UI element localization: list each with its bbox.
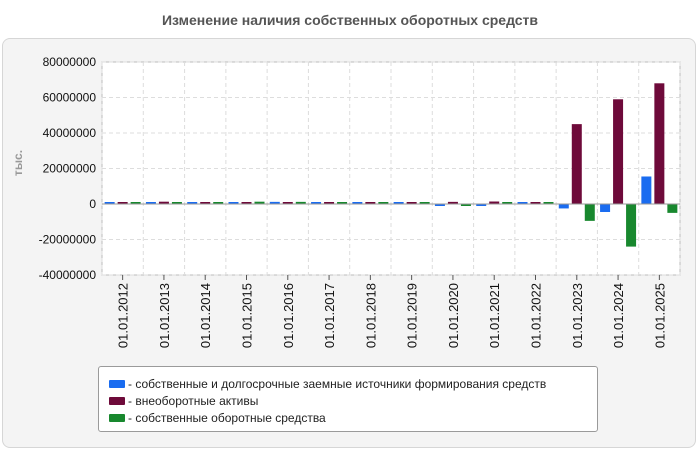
bar	[517, 202, 528, 204]
y-tick-label: 60000000	[43, 91, 97, 105]
legend-swatch-noncurrent-assets	[109, 396, 125, 405]
bar	[352, 202, 363, 204]
bar	[530, 202, 541, 204]
y-tick-label: 40000000	[43, 126, 97, 140]
bar	[641, 176, 652, 204]
bar	[654, 83, 665, 204]
y-tick-label: -20000000	[39, 233, 97, 247]
bar	[282, 202, 293, 204]
bar	[130, 202, 141, 204]
legend-label-sources: - собственные и долгосрочные заемные ист…	[128, 376, 547, 391]
chart-title: Изменение наличия собственных оборотных …	[161, 12, 539, 28]
bar	[324, 202, 335, 204]
x-tick-label: 01.01.2016	[281, 283, 296, 348]
y-tick-label: 80000000	[43, 55, 97, 69]
x-tick-label: 01.01.2023	[570, 283, 585, 348]
bar	[406, 202, 417, 204]
x-tick-label: 01.01.2018	[363, 283, 378, 348]
x-tick-labels: 01.01.2012 01.01.2013 01.01.2014 01.01.2015…	[116, 283, 668, 348]
x-tick-label: 01.01.2012	[116, 283, 131, 348]
bar	[241, 202, 252, 204]
bar	[434, 204, 445, 206]
bar	[187, 202, 198, 204]
bar	[295, 201, 306, 204]
x-tick-label: 01.01.2022	[529, 283, 544, 348]
bar	[489, 201, 500, 204]
x-tick-label: 01.01.2017	[322, 283, 337, 348]
bar	[200, 202, 211, 204]
bar	[337, 202, 348, 204]
axes	[102, 203, 680, 280]
grid-lines	[101, 61, 681, 276]
bar	[447, 201, 458, 204]
bar	[254, 201, 265, 204]
y-axis-label: тыс.	[11, 150, 25, 176]
x-tick-label: 01.01.2013	[157, 283, 172, 348]
x-tick-label: 01.01.2024	[611, 283, 626, 348]
bar	[158, 201, 169, 204]
x-tick-label: 01.01.2025	[652, 283, 667, 348]
legend-label-working-capital: - собственные оборотные средства	[128, 410, 326, 425]
legend-swatch-working-capital	[109, 413, 125, 422]
bar	[571, 124, 582, 204]
bar	[600, 204, 611, 212]
x-tick-label: 01.01.2019	[405, 283, 420, 348]
bar	[213, 202, 224, 204]
bar	[502, 202, 513, 204]
bars	[104, 83, 678, 247]
bar	[378, 202, 389, 204]
bar	[626, 204, 637, 247]
bar	[558, 204, 569, 209]
legend-label-noncurrent-assets: - внеоборотные активы	[128, 393, 259, 408]
x-tick-label: 01.01.2014	[198, 283, 213, 348]
y-tick-label: 0	[89, 197, 96, 211]
bar	[460, 204, 471, 206]
bar	[613, 99, 624, 204]
bar	[393, 202, 404, 204]
bar	[145, 202, 156, 204]
bar	[311, 202, 322, 204]
y-tick-label: 20000000	[43, 162, 97, 176]
bar	[543, 202, 554, 204]
legend-item-sources: - собственные и долгосрочные заемные ист…	[109, 375, 597, 392]
bar	[419, 202, 430, 204]
bar	[667, 204, 678, 213]
legend: - собственные и долгосрочные заемные ист…	[98, 366, 598, 432]
bar	[171, 202, 182, 204]
bar	[104, 202, 115, 204]
y-tick-labels: 80000000 60000000 40000000 20000000 0 -200000…	[39, 55, 97, 282]
bar	[269, 201, 280, 204]
x-tick-label: 01.01.2020	[446, 283, 461, 348]
legend-swatch-sources	[109, 379, 125, 388]
x-tick-label: 01.01.2015	[240, 283, 255, 348]
bar	[584, 204, 595, 221]
bar	[476, 204, 487, 206]
y-tick-label: -40000000	[39, 268, 97, 282]
bar	[117, 202, 128, 204]
x-tick-label: 01.01.2021	[487, 283, 502, 348]
bar	[365, 202, 376, 204]
legend-item-noncurrent-assets: - внеоборотные активы	[109, 392, 597, 409]
bar	[228, 202, 239, 204]
legend-item-working-capital: - собственные оборотные средства	[109, 409, 597, 426]
